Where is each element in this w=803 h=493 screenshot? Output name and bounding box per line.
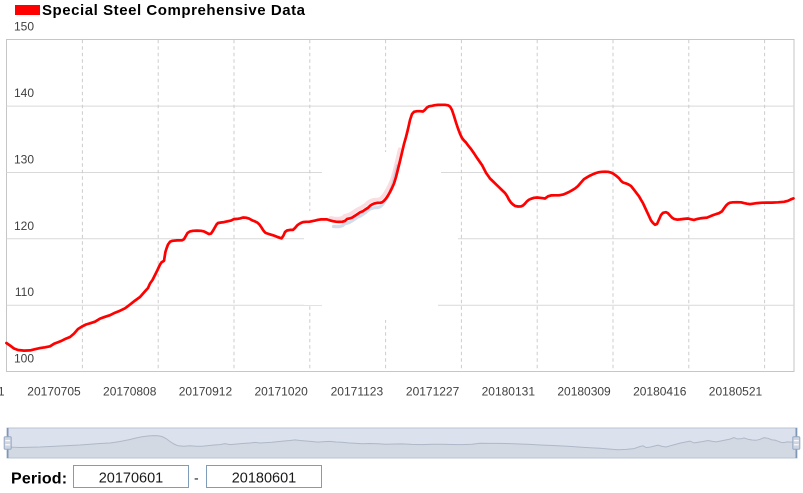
svg-text:Special Steel Comprehensive Da: Special Steel Comprehensive Data — [42, 2, 306, 19]
svg-text:1: 1 — [0, 385, 5, 399]
svg-text:130: 130 — [14, 152, 34, 166]
svg-text:20180601: 20180601 — [232, 471, 297, 487]
svg-text:110: 110 — [15, 285, 34, 299]
svg-text:20171020: 20171020 — [254, 385, 308, 399]
svg-text:20170808: 20170808 — [103, 385, 157, 399]
svg-text:100: 100 — [14, 351, 34, 365]
svg-text:20170912: 20170912 — [179, 385, 233, 399]
svg-text:-: - — [194, 470, 199, 486]
svg-text:Period:: Period: — [11, 470, 67, 487]
svg-text:20170705: 20170705 — [27, 385, 81, 399]
svg-text:20180131: 20180131 — [482, 385, 536, 399]
svg-text:20180416: 20180416 — [633, 385, 687, 399]
svg-text:20171227: 20171227 — [406, 385, 460, 399]
svg-text:120: 120 — [14, 219, 34, 233]
svg-text:140: 140 — [14, 86, 34, 100]
svg-text:20171123: 20171123 — [331, 385, 384, 399]
svg-text:20180309: 20180309 — [557, 385, 611, 399]
svg-text:20180521: 20180521 — [709, 385, 763, 399]
svg-text:150: 150 — [14, 20, 34, 34]
svg-text:20170601: 20170601 — [99, 471, 164, 487]
